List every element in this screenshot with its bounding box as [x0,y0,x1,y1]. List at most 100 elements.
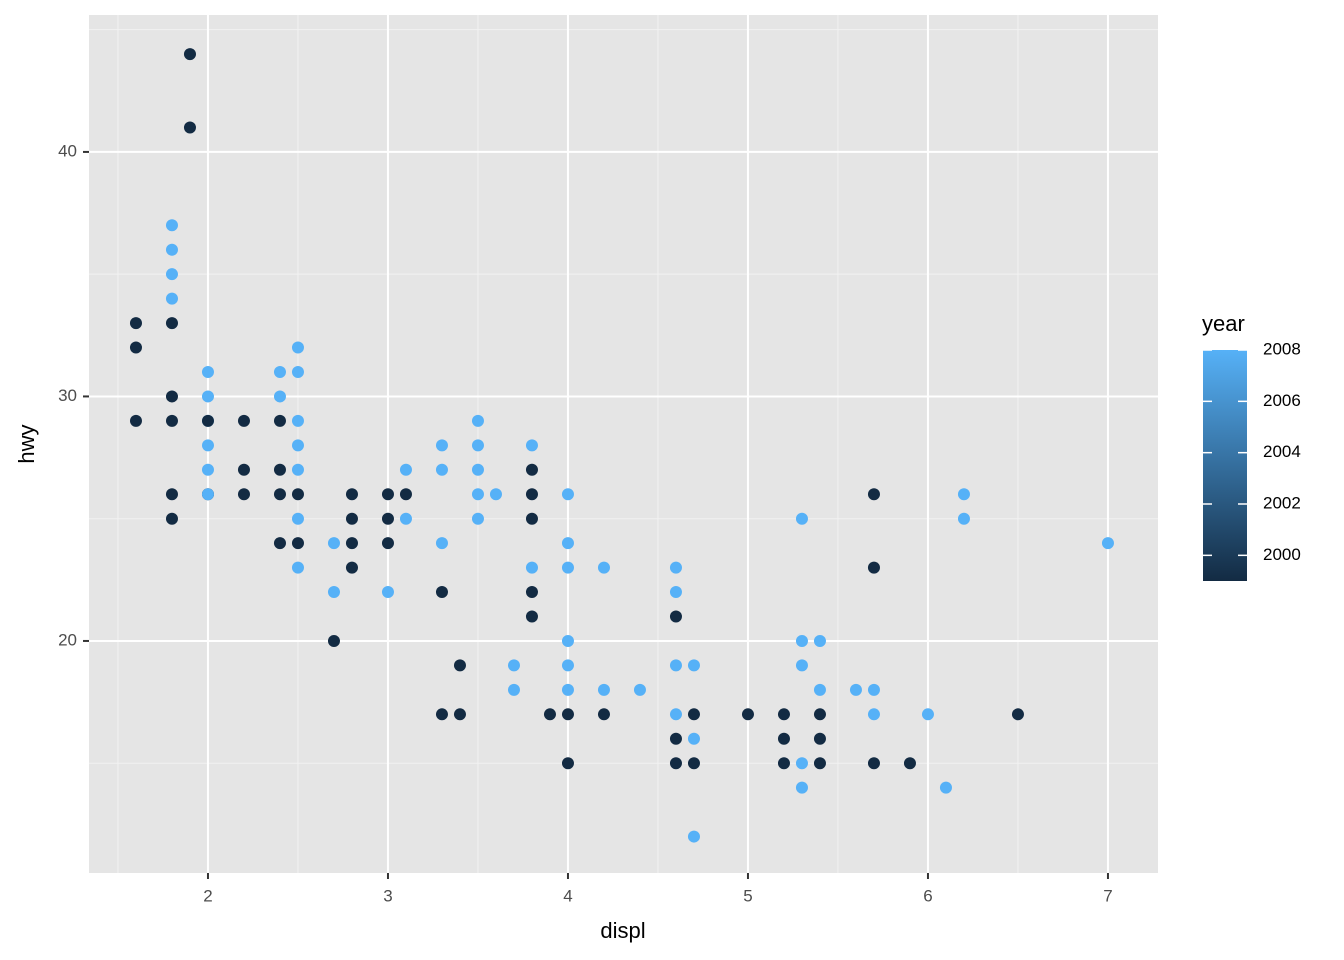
point [849,683,862,696]
point [1011,708,1024,721]
legend-label: 2006 [1263,391,1301,410]
point [471,414,484,427]
point [561,683,574,696]
point [273,414,286,427]
point [183,48,196,61]
point [183,121,196,134]
point [129,341,142,354]
point [561,634,574,647]
point [669,659,682,672]
point [453,708,466,721]
point [471,439,484,452]
point [201,439,214,452]
point [687,757,700,770]
point [453,659,466,672]
point [597,708,610,721]
point [669,757,682,770]
point [561,561,574,574]
point [903,757,916,770]
point [327,634,340,647]
point [273,365,286,378]
point [867,757,880,770]
point [201,365,214,378]
y-tick-label: 40 [58,141,77,160]
x-tick-label: 2 [203,886,212,905]
point [687,708,700,721]
point [687,830,700,843]
point [345,561,358,574]
point [345,512,358,525]
point [669,708,682,721]
point [291,365,304,378]
point [795,634,808,647]
point [795,512,808,525]
point [867,561,880,574]
point [471,512,484,525]
point [795,781,808,794]
point [165,512,178,525]
point [273,390,286,403]
point [435,708,448,721]
point [561,708,574,721]
x-tick-label: 4 [563,886,572,905]
point [867,488,880,501]
point [345,537,358,550]
point [165,390,178,403]
point [381,537,394,550]
point [939,781,952,794]
point [957,488,970,501]
point [813,757,826,770]
point [291,561,304,574]
point [165,268,178,281]
point [165,488,178,501]
point [669,561,682,574]
x-tick-label: 3 [383,886,392,905]
point [273,537,286,550]
point [867,683,880,696]
point [813,708,826,721]
point [399,488,412,501]
point [381,512,394,525]
point [165,317,178,330]
point [399,463,412,476]
point [471,488,484,501]
point [489,488,502,501]
point [669,586,682,599]
point [525,561,538,574]
point [345,488,358,501]
point [201,390,214,403]
point [237,488,250,501]
point [669,610,682,623]
legend-title: year [1202,311,1245,336]
point [237,463,250,476]
point [201,463,214,476]
point [561,757,574,770]
point [435,463,448,476]
x-axis-title: displ [600,918,645,943]
legend-label: 2002 [1263,493,1301,512]
point [237,414,250,427]
point [291,439,304,452]
y-tick-label: 30 [58,386,77,405]
point [561,659,574,672]
point [777,757,790,770]
point [687,659,700,672]
point [687,732,700,745]
point [777,732,790,745]
point [471,463,484,476]
point [381,488,394,501]
legend-label: 2004 [1263,442,1301,461]
colorbar [1203,350,1247,581]
point [291,488,304,501]
point [1101,537,1114,550]
point [435,439,448,452]
point [813,683,826,696]
point [435,586,448,599]
point [525,439,538,452]
point [273,488,286,501]
point [291,463,304,476]
point [561,537,574,550]
legend-label: 2000 [1263,545,1301,564]
point [435,537,448,550]
